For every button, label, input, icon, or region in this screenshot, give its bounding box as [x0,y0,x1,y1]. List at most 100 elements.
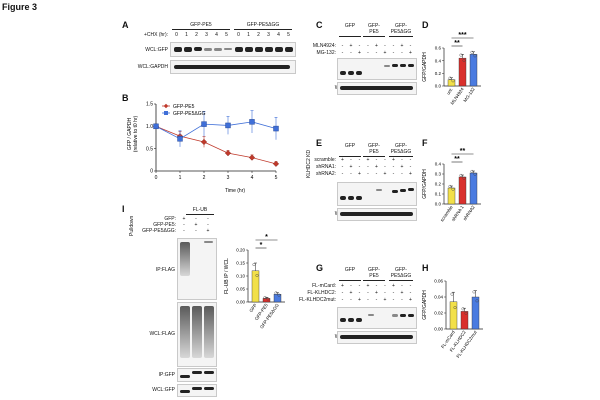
panel-b-x-tick-label: 2 [203,175,206,181]
panel-g-sign: + [375,290,378,296]
panel-i-y-tick-label: 0.05 [236,287,245,292]
panel-g-sign: - [409,290,412,296]
panel-h-replicate-point [472,290,476,294]
panel-h-ylabel: GFP/GAPDH [422,290,428,320]
panel-g-treatment-label: FL-KLHDC2: [307,290,336,296]
panel-g-sign: - [341,290,344,296]
panel-e-sign: - [392,164,395,170]
panel-e-group-line1: GFP [344,143,356,149]
panel-g-sign: + [400,290,404,296]
panel-d-y-tick-label: 0.4 [435,58,442,63]
panel-e-sign: + [349,164,353,170]
panel-label-b: B [122,93,129,103]
panel-c-sign: + [349,43,353,49]
panel-i-treatment-label: GFP-PE5: [153,222,176,228]
panel-g-sign: - [350,283,352,289]
panel-h-chart: GFP/GAPDH0.000.020.040.06FL-mCardFL-KLHD… [422,279,483,359]
panel-d-chart: GFP/GAPDH0.00.20.40.6unt.MLN4924MG-132**… [422,32,481,106]
panel-a-group-1: GFP-PE5 [190,22,212,28]
panel-f-bar [447,187,456,205]
panel-f-y-tick-label: 0.3 [435,172,442,177]
panel-e-blot-gfp [337,182,417,206]
panel-a-blot-gfp [170,42,296,57]
panel-h-y-tick-label: 0.04 [434,295,443,300]
panel-a-row-header: +CHX (hr): [143,32,168,38]
panel-f-replicate-point [459,173,463,177]
panel-a-blot-label-gfp: WCL:GFP [145,47,168,53]
panel-c-sign: - [367,50,369,56]
panel-i-sign: + [182,216,186,222]
panel-h-replicate-point [450,292,454,296]
panel-c-sign: - [341,50,344,56]
panel-f-replicate-point [470,169,474,173]
panel-label-c: C [316,20,323,30]
panel-b-point [225,122,231,129]
panel-b-y-tick-label: 0.5 [146,146,153,152]
panel-e-sign: - [358,157,361,163]
panel-b-x-tick-label: 5 [275,175,278,181]
panel-f-significance-label: ** [460,148,466,155]
panel-h-replicate-point [461,307,465,311]
panel-label-h: H [422,263,429,273]
panel-e-sign: - [358,164,361,170]
panel-d-bar [458,57,467,87]
panel-a-timepoint: 3 [205,32,208,38]
panel-e-blot-gapdh [337,208,417,221]
panel-g-group-line2: PE5ΔGG [390,273,412,279]
panel-g-sign: - [367,290,369,296]
panel-g-sign: - [375,297,378,303]
panel-a-timepoint: 4 [215,32,218,38]
panel-d-bar [447,79,456,87]
panel-label-f: F [422,138,428,148]
panel-d-y-tick-label: 0.0 [435,84,442,89]
panel-g-sign: + [409,297,412,303]
panel-i-significance-label: * [265,234,268,241]
panel-i-category-label: GFP [248,303,257,313]
panel-g-sign: - [384,290,386,296]
panel-c-group-line1: GFP [344,23,356,29]
panel-d-ylabel: GFP/GAPDH [422,52,428,82]
panel-a-timepoint: 5 [287,32,290,38]
panel-g-sign: + [383,297,387,303]
panel-e-sign: + [341,157,344,163]
panel-label-i: I [122,204,125,214]
panel-label-a: A [122,20,129,30]
panel-e-sign: - [384,157,386,163]
panel-g-sign: + [341,283,344,289]
panel-e-sign: - [401,171,403,177]
panel-c-sign: + [400,43,404,49]
panel-i-replicate-point [263,296,267,300]
panel-i-replicate-point [255,273,259,277]
panel-c-treatment-label: MLN4924: [312,43,336,49]
panel-i-bar [251,270,260,303]
panel-i-sign: - [183,222,185,228]
panel-d-bar [469,54,478,87]
panel-i-blot-ip-gfp [177,368,217,382]
panel-c-sign: - [367,43,369,49]
panel-i-blot-label-ip-flag: IP:FLAG [155,267,175,273]
panel-b-y-tick-label: 0 [150,169,153,175]
panel-label-e: E [316,138,323,148]
panel-i-sign: - [207,216,209,222]
panel-h-y-tick-label: 0.02 [434,311,443,316]
panel-e-sign: - [367,164,369,170]
panel-e-treatment-label: scramble: [314,157,336,163]
panel-f-significance-label: ** [454,156,460,163]
panel-g-sign: - [409,283,412,289]
panel-g-treatment-label: FL-KLHDC2mut: [299,297,336,303]
panel-e-sign: - [409,164,412,170]
panel-e-sign: + [366,157,370,163]
panel-d-replicate-point [459,53,463,57]
panel-h-replicate-point [453,306,457,310]
panel-e-sign: - [375,171,378,177]
panel-c-blot-gfp [337,58,417,80]
figure-title: Figure 3 [2,2,38,12]
panel-b-x-tick-label: 1 [179,175,182,181]
panel-g-group-line2: PE5 [369,273,379,279]
panel-b-point [272,160,280,167]
panel-b-legend-marker [164,111,168,115]
panel-i-bar [262,298,271,303]
panel-c-sign: - [358,43,361,49]
panel-g-group-line1: GFP- [395,267,407,273]
